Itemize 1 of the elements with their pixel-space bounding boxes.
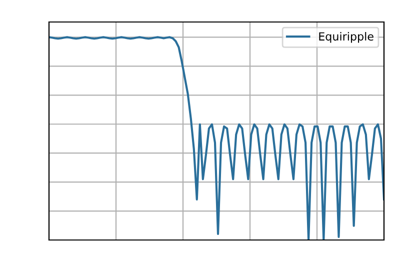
legend-label: Equiripple: [319, 32, 374, 43]
